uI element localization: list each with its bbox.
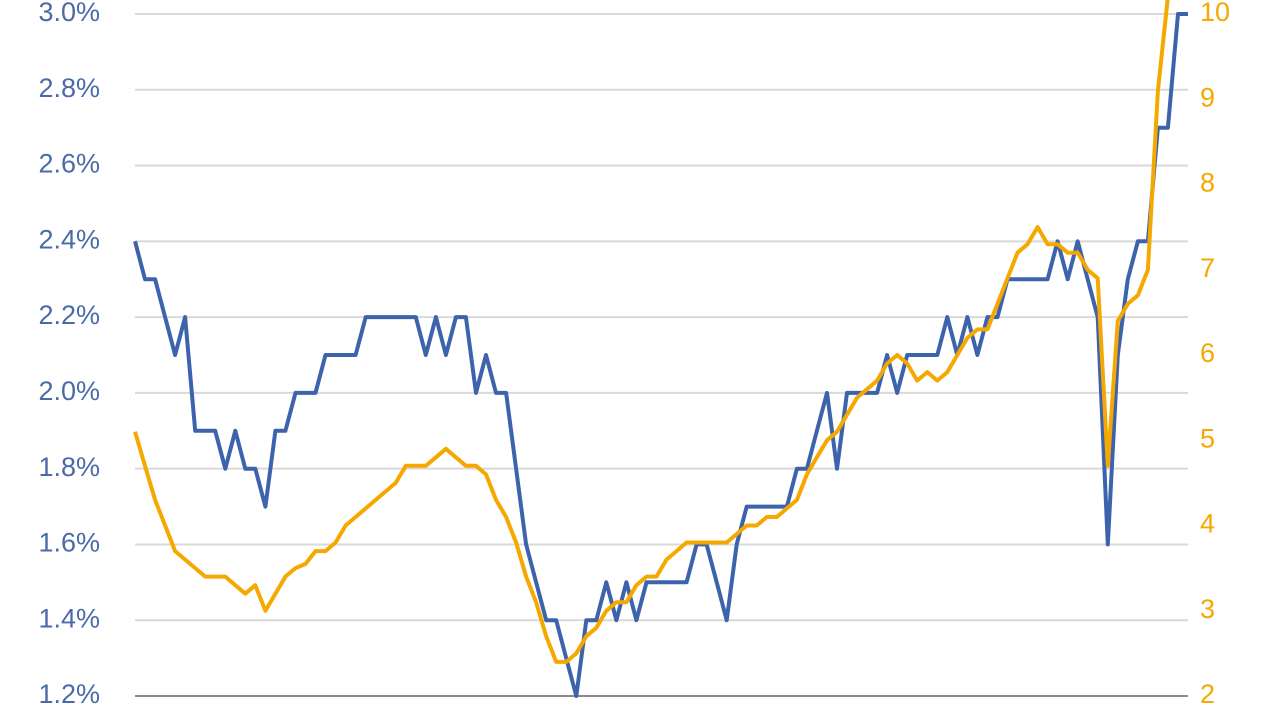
y2-tick-label: 5 <box>1200 423 1215 453</box>
y2-tick-label: 4 <box>1200 509 1215 539</box>
line-series <box>133 12 1188 698</box>
y2-tick-label: 6 <box>1200 338 1215 368</box>
y-tick-label: 2.6% <box>38 149 100 179</box>
y2-tick-label: 9 <box>1200 82 1215 112</box>
y-tick-label: 2.0% <box>38 376 100 406</box>
y-tick-label: 1.2% <box>38 679 100 709</box>
y-tick-label: 1.4% <box>38 603 100 633</box>
y2-tick-label: 2 <box>1200 679 1215 709</box>
y-tick-label: 2.2% <box>38 300 100 330</box>
line-series <box>133 0 1170 664</box>
y-tick-label: 1.8% <box>38 452 100 482</box>
y-tick-label: 2.4% <box>38 224 100 254</box>
y2-tick-label: 7 <box>1200 253 1215 283</box>
y2-tick-label: 8 <box>1200 168 1215 198</box>
y-tick-label: 3.0% <box>38 0 100 27</box>
y2-tick-label: 10 <box>1200 0 1230 27</box>
y2-tick-label: 3 <box>1200 594 1215 624</box>
y-tick-label: 2.8% <box>38 73 100 103</box>
y-tick-label: 1.6% <box>38 528 100 558</box>
